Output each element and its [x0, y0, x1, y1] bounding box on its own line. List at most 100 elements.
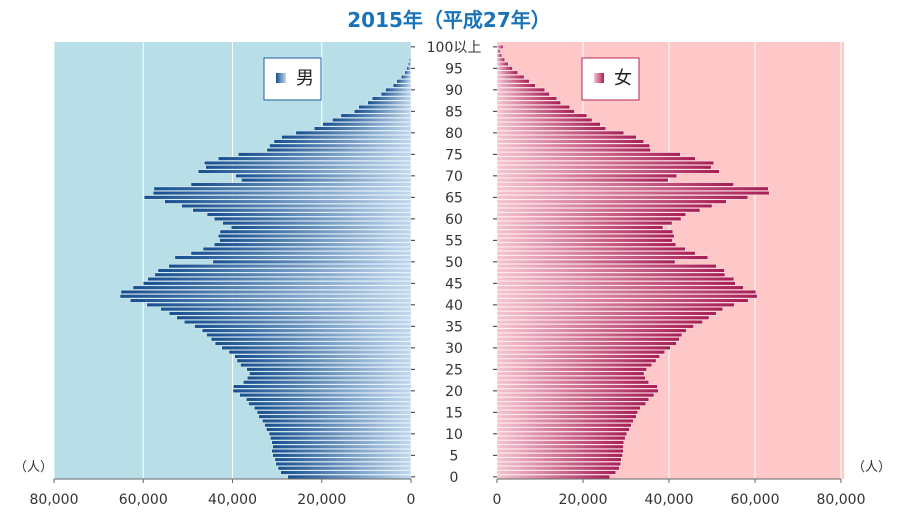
female-bar	[496, 277, 735, 282]
male-bar	[132, 285, 412, 290]
male-bar	[248, 401, 412, 406]
male-bar	[266, 148, 412, 153]
male-bar	[214, 242, 412, 247]
female-x-tick-label: 0	[493, 492, 502, 508]
female-x-tick-label: 40,000	[645, 492, 694, 508]
male-bar	[228, 350, 412, 355]
male-bar	[243, 380, 412, 385]
age-tick-label: 40	[445, 298, 463, 314]
female-bar	[496, 100, 561, 105]
male-bar	[392, 83, 412, 88]
female-bar	[496, 87, 545, 92]
male-bar	[143, 195, 412, 200]
male-bar	[181, 203, 412, 208]
male-bar	[277, 466, 412, 471]
male-bar	[271, 449, 412, 454]
male-bar	[332, 117, 412, 122]
male-bar	[212, 259, 412, 264]
male-bar	[197, 169, 412, 174]
male-bar	[247, 375, 412, 380]
female-bar	[496, 470, 616, 475]
female-bar	[496, 466, 620, 471]
female-bar	[496, 401, 646, 406]
male-bar	[205, 165, 412, 170]
female-bar	[496, 418, 634, 423]
male-x-tick-label: 40,000	[208, 492, 257, 508]
male-bar	[190, 251, 412, 256]
female-bar	[496, 449, 624, 454]
female-bar	[496, 259, 676, 264]
male-bar	[269, 143, 412, 148]
male-bar	[313, 126, 412, 131]
female-bar	[496, 384, 658, 389]
male-bar	[240, 363, 412, 368]
male-bar	[219, 229, 412, 234]
female-bar	[496, 436, 626, 441]
age-tick-label: 30	[445, 341, 463, 357]
male-bar	[246, 397, 412, 402]
female-x-tick-label: 80,000	[817, 492, 866, 508]
female-bar	[496, 195, 748, 200]
male-bar	[404, 70, 412, 75]
male-bar	[272, 453, 412, 458]
female-bar	[496, 457, 622, 462]
female-bar	[496, 178, 669, 183]
female-bar	[496, 135, 637, 140]
male-x-tick-label: 0	[407, 492, 416, 508]
male-bar	[232, 388, 412, 393]
legend-male-swatch	[276, 73, 286, 83]
female-bar	[496, 96, 557, 101]
male-bar	[275, 461, 412, 466]
female-bar	[496, 242, 677, 247]
male-bar	[214, 216, 412, 221]
female-bar	[496, 160, 714, 165]
female-bar	[496, 109, 575, 114]
male-x-tick-label: 20,000	[297, 492, 346, 508]
male-bar	[354, 109, 412, 114]
female-bar	[496, 66, 513, 71]
female-bar	[496, 83, 536, 88]
female-bar	[496, 367, 647, 372]
female-bar	[496, 388, 659, 393]
female-bar	[496, 113, 588, 118]
female-bar	[496, 423, 632, 428]
male-bar	[143, 281, 412, 286]
female-bar	[496, 255, 708, 260]
age-tick-label: 20	[445, 384, 463, 400]
male-bar	[168, 264, 412, 269]
male-bar	[281, 135, 412, 140]
female-x-tick-label: 60,000	[731, 492, 780, 508]
male-bar	[206, 212, 412, 217]
female-bar	[496, 191, 770, 196]
female-bar	[496, 57, 505, 62]
male-bar	[164, 199, 412, 204]
female-unit-label: （人）	[852, 460, 891, 475]
chart-title: 2015年（平成27年）	[347, 8, 551, 32]
male-bar	[340, 113, 412, 118]
female-bar	[496, 332, 683, 337]
male-bar	[241, 178, 412, 183]
age-tick-label: 85	[445, 104, 463, 120]
legend-female-label: 女	[614, 68, 632, 89]
age-tick-label: 55	[445, 233, 463, 249]
female-bar	[496, 92, 550, 97]
female-bar	[496, 474, 610, 479]
female-bar	[496, 212, 686, 217]
legend-female-swatch	[594, 73, 604, 83]
male-bar	[204, 160, 412, 165]
female-bar	[496, 139, 644, 144]
female-bar	[496, 53, 502, 58]
male-bar	[201, 328, 412, 333]
male-bar	[221, 345, 412, 350]
female-bar	[496, 345, 671, 350]
age-tick-label: 45	[445, 276, 463, 292]
age-tick-label: 60	[445, 212, 463, 228]
male-bar	[287, 474, 412, 479]
female-bar	[496, 152, 681, 157]
age-tick-label: 95	[445, 61, 463, 77]
male-bar	[206, 332, 412, 337]
female-bar	[496, 156, 696, 161]
legend-male-label: 男	[296, 68, 314, 89]
male-unit-label: （人）	[14, 460, 53, 475]
